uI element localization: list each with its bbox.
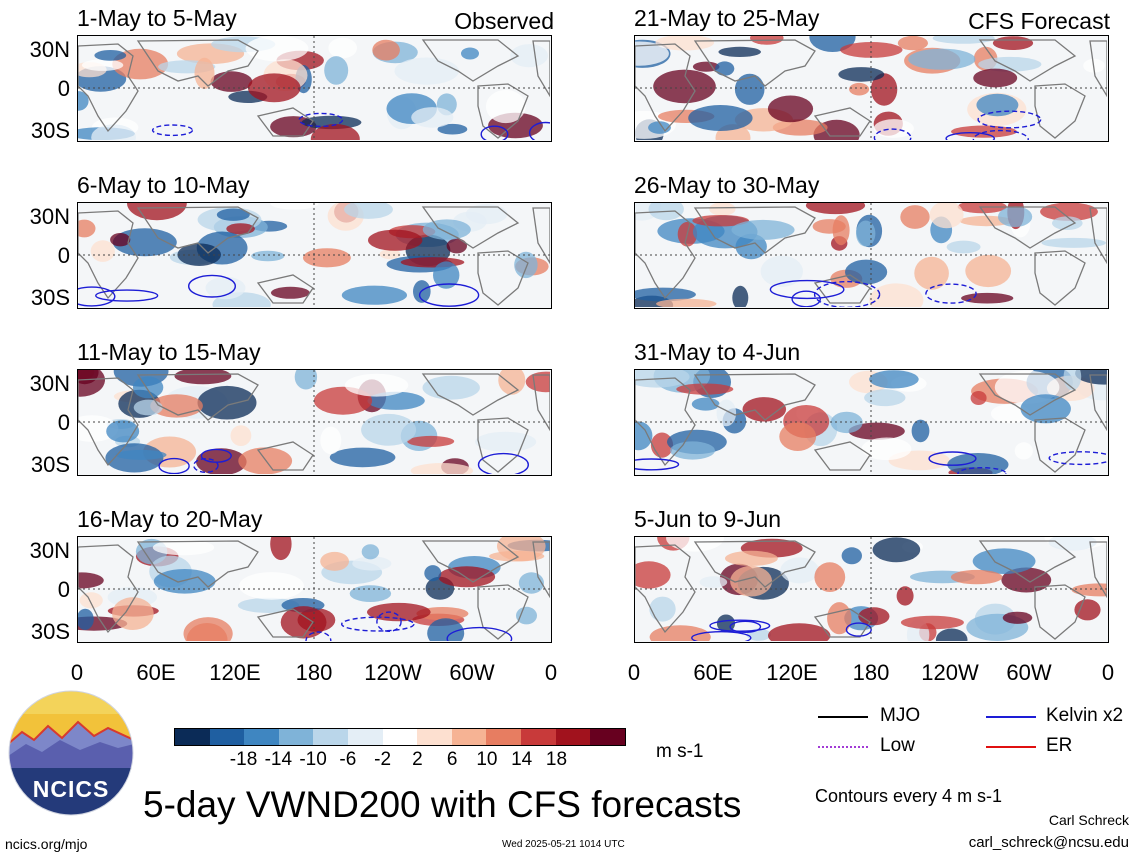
lon-label: 0	[544, 660, 558, 685]
lat-label-eq: 0	[57, 410, 70, 435]
colorbar-cell	[278, 729, 314, 745]
contour-note: Contours every 4 m s-1	[815, 786, 1003, 806]
author-name: Carl Schreck	[1048, 812, 1129, 828]
panel-title: 31-May to 4-Jun	[634, 339, 801, 365]
lat-label-30s: 30S	[30, 118, 70, 143]
map-graphic	[78, 370, 550, 474]
logo-graphic	[8, 690, 134, 816]
map-panel	[77, 35, 552, 142]
colorbar-cell	[313, 729, 349, 745]
lon-label: 60E	[693, 660, 733, 685]
lon-label: 180	[295, 660, 333, 685]
colorbar-tick-label: 18	[545, 749, 568, 770]
map-panel	[77, 536, 552, 643]
panel-title: 26-May to 30-May	[634, 172, 820, 198]
colorbar-cell	[209, 729, 245, 745]
main-title: 5-day VWND200 with CFS forecasts	[143, 784, 742, 825]
lon-label: 60E	[136, 660, 176, 685]
colorbar-cell	[417, 729, 452, 745]
colorbar-tick-label: 6	[446, 749, 458, 770]
author-email: carl_schreck@ncsu.edu	[968, 834, 1129, 851]
panel-title: 1-May to 5-May	[77, 5, 237, 31]
colorbar-tick-label: -10	[299, 749, 327, 770]
map-panel	[77, 202, 552, 309]
colorbar	[174, 728, 626, 746]
lat-label-30n: 30N	[29, 371, 70, 396]
colorbar-tick-label: 2	[412, 749, 423, 770]
panel-title: 5-Jun to 9-Jun	[634, 506, 782, 532]
timestamp: Wed 2025-05-21 1014 UTC	[502, 839, 625, 850]
legend-label-low: Low	[880, 735, 915, 756]
legend-label-kelvin: Kelvin x2	[1046, 705, 1124, 726]
logo-text: NCICS	[32, 776, 110, 802]
lat-label-30n: 30N	[29, 204, 70, 229]
panel-title: 21-May to 25-May	[634, 5, 820, 31]
lat-label-eq: 0	[57, 243, 70, 268]
lon-label: 60W	[449, 660, 495, 685]
colorbar-cell	[244, 729, 279, 745]
map-panel	[634, 369, 1109, 476]
colorbar-tick-label: -6	[339, 749, 357, 770]
legend-line-mjo	[818, 716, 868, 718]
legend-line-kelvin	[986, 716, 1036, 718]
colorbar-cell	[382, 729, 418, 745]
map-graphic	[78, 203, 550, 307]
colorbar-units: m s-1	[656, 741, 704, 762]
panel-tag-observed: Observed	[454, 8, 554, 34]
legend-label-mjo: MJO	[880, 705, 921, 726]
lon-label: 120W	[364, 660, 422, 685]
legend-label-er: ER	[1046, 735, 1073, 756]
legend-line-er	[986, 746, 1036, 748]
lat-label-30s: 30S	[30, 285, 70, 310]
map-graphic	[635, 370, 1107, 474]
panel-title: 11-May to 15-May	[77, 339, 261, 365]
lon-label: 120W	[921, 660, 979, 685]
map-panel	[77, 369, 552, 476]
lon-label: 120E	[209, 660, 261, 685]
map-graphic	[78, 36, 550, 140]
colorbar-tick-label: -18	[229, 749, 258, 770]
colorbar-cell	[451, 729, 487, 745]
colorbar-tick-label: -2	[374, 749, 392, 770]
lat-label-30s: 30S	[30, 619, 70, 644]
lon-label: 60W	[1006, 660, 1052, 685]
map-graphic	[78, 537, 550, 641]
panel-tag-forecast: CFS Forecast	[968, 8, 1110, 34]
map-panel	[634, 536, 1109, 643]
legend-line-low	[818, 746, 868, 748]
lon-label: 0	[1101, 660, 1115, 685]
colorbar-cell	[521, 729, 556, 745]
panel-title: 16-May to 20-May	[77, 506, 263, 532]
colorbar-tick-label: 14	[511, 749, 533, 770]
website-link[interactable]: ncics.org/mjo	[5, 836, 88, 852]
lat-label-30s: 30S	[30, 452, 70, 477]
colorbar-cell	[555, 729, 591, 745]
lat-label-30n: 30N	[29, 538, 70, 563]
colorbar-cell	[348, 729, 383, 745]
panel-title: 6-May to 10-May	[77, 172, 250, 198]
lat-label-eq: 0	[57, 577, 70, 602]
lon-label: 0	[70, 660, 84, 685]
lat-label-eq: 0	[57, 76, 70, 101]
map-panel	[634, 202, 1109, 309]
lon-label: 180	[852, 660, 890, 685]
colorbar-cell	[486, 729, 522, 745]
colorbar-cell	[175, 729, 210, 745]
lon-label: 120E	[766, 660, 818, 685]
lon-label: 0	[627, 660, 641, 685]
map-graphic	[635, 36, 1107, 140]
lat-label-30n: 30N	[29, 37, 70, 62]
map-panel	[634, 35, 1109, 142]
colorbar-tick-label: 10	[476, 749, 498, 770]
colorbar-cell	[590, 729, 625, 745]
map-graphic	[635, 537, 1107, 641]
ncics-logo: NCICS	[8, 690, 134, 816]
map-graphic	[635, 203, 1107, 307]
colorbar-tick-label: -14	[264, 749, 293, 770]
